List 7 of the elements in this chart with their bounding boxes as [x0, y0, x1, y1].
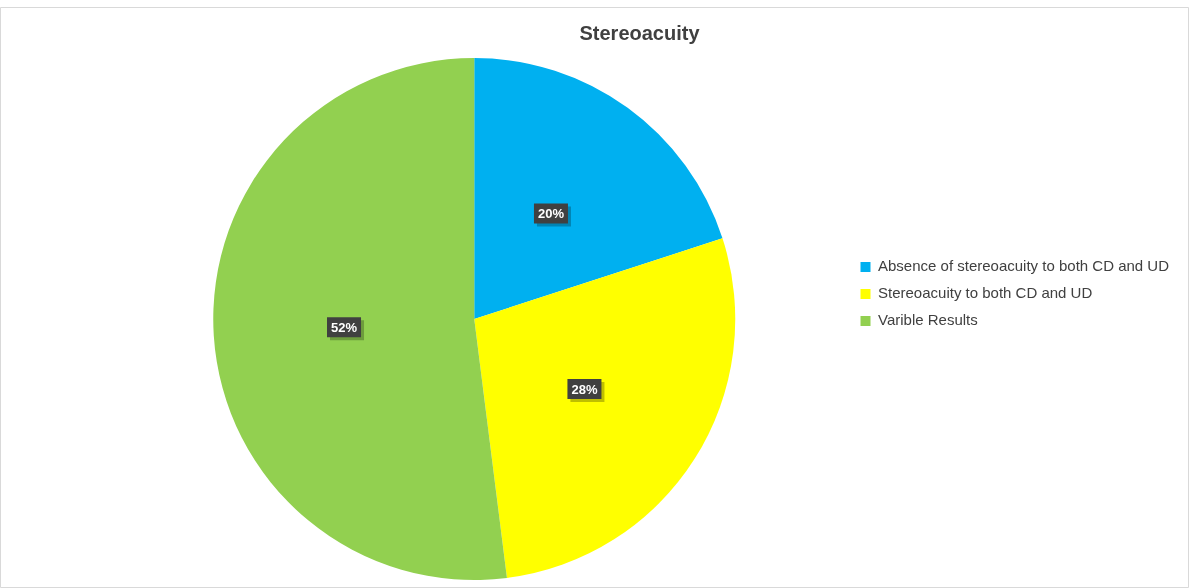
- legend-label: Absence of stereoacuity to both CD and UD: [878, 257, 1170, 275]
- legend-label: Varible Results: [878, 311, 978, 329]
- legend-label: Stereoacuity to both CD and UD: [878, 284, 1093, 302]
- data-label: 20%: [537, 206, 565, 221]
- data-label: 52%: [331, 319, 358, 335]
- chart-title: Stereoacuity: [579, 21, 701, 44]
- data-label: 28%: [571, 381, 598, 397]
